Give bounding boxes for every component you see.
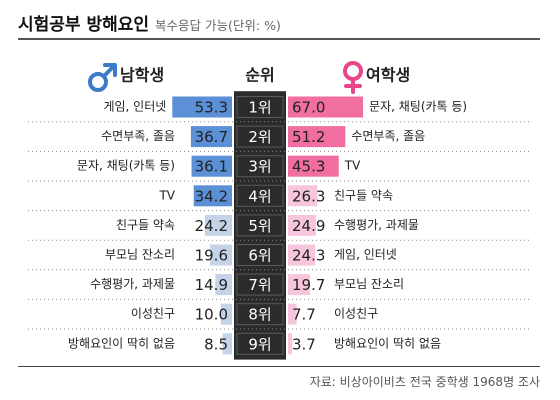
male-bar: [222, 333, 232, 355]
rank-label: 5위: [248, 217, 271, 235]
female-value-label: 24.3: [292, 247, 325, 265]
title-row: 시험공부 방해요인 복수응답 가능(단위: %): [18, 10, 281, 35]
rank-cell: [236, 184, 284, 207]
male-value-label: 10.0: [195, 306, 228, 324]
rank-label: 4위: [248, 187, 271, 205]
rank-cell: [236, 96, 284, 118]
rank-cell: [236, 214, 284, 237]
female-category-label: TV: [344, 159, 361, 173]
rank-label: 9위: [248, 335, 271, 353]
male-value-label: 14.9: [195, 276, 228, 294]
male-value-label: 8.5: [204, 335, 228, 353]
rank-header: 순위: [245, 66, 274, 85]
rank-cell: [236, 244, 284, 266]
male-bar: [191, 155, 232, 177]
female-value-label: 24.9: [292, 217, 325, 235]
male-symbol-shaft: [102, 64, 116, 78]
female-symbol-icon: [343, 61, 363, 94]
rank-label: 7위: [248, 276, 271, 294]
male-value-label: 34.2: [195, 187, 228, 205]
rank-column: [234, 91, 286, 360]
chart-title: 시험공부 방해요인: [18, 15, 150, 35]
male-bar: [215, 274, 232, 296]
female-category-label: 부모님 잔소리: [334, 277, 404, 291]
female-value-label: 51.2: [292, 128, 325, 146]
female-bar: [288, 244, 316, 266]
rank-label: 2위: [248, 128, 271, 146]
male-bar: [193, 185, 232, 207]
female-category-label: 게임, 인터넷: [334, 248, 397, 262]
bottom-rule: [18, 366, 540, 367]
male-category-label: 수행평가, 과제물: [90, 276, 175, 291]
male-value-label: 36.7: [195, 128, 228, 146]
female-category-label: 이성친구: [334, 307, 378, 321]
male-bar: [204, 214, 232, 236]
rank-label: 3위: [248, 158, 271, 176]
rank-cell: [236, 303, 284, 326]
female-value-label: 3.7: [292, 335, 316, 353]
rank-label: 6위: [248, 247, 271, 265]
male-value-label: 19.6: [195, 247, 228, 265]
male-category-label: 이성친구: [131, 307, 175, 321]
male-category-label: 문자, 채팅(카톡 등): [77, 159, 175, 173]
female-header: 여학생: [366, 66, 410, 85]
chart-subtitle: 복수응답 가능(단위: %): [155, 18, 281, 33]
male-value-label: 36.1: [195, 158, 228, 176]
male-category-label: 부모님 잔소리: [105, 248, 175, 262]
rank-cell: [236, 125, 284, 148]
female-bar: [288, 274, 311, 296]
female-value-label: 67.0: [292, 99, 325, 117]
male-symbol-icon: [88, 63, 117, 92]
female-value-label: 7.7: [292, 306, 316, 324]
female-bar: [288, 333, 293, 355]
male-symbol-circle: [88, 72, 108, 92]
female-symbol-circle: [343, 61, 363, 81]
male-category-label: 방해요인이 딱히 없음: [68, 336, 175, 350]
rank-cell: [236, 332, 284, 355]
male-category-label: 게임, 인터넷: [103, 100, 166, 114]
male-bar: [190, 126, 232, 148]
female-value-label: 26.3: [292, 187, 325, 205]
male-header: 남학생: [120, 66, 164, 85]
female-bar: [288, 214, 316, 236]
female-bar: [288, 155, 339, 177]
female-bar: [288, 303, 297, 325]
male-bar: [220, 303, 232, 325]
source-note: 자료: 비상아이비츠 전국 중학생 1968명 조사: [309, 375, 540, 389]
male-bar: [172, 96, 232, 118]
female-value-label: 45.3: [292, 158, 325, 176]
female-bar: [288, 185, 318, 207]
rank-label: 8위: [248, 306, 271, 324]
male-value-label: 24.2: [195, 217, 228, 235]
female-category-label: 방해요인이 딱히 없음: [334, 336, 441, 350]
rank-label: 1위: [248, 99, 271, 117]
male-value-label: 53.3: [195, 99, 228, 117]
female-category-label: 문자, 채팅(카톡 등): [369, 100, 467, 114]
male-category-label: 친구들 약속: [116, 217, 175, 232]
top-rule: [18, 38, 540, 40]
male-category-label: TV: [158, 188, 175, 202]
male-symbol-arrow: [103, 63, 117, 77]
female-bar: [288, 126, 346, 148]
rank-cell: [236, 273, 284, 296]
female-category-label: 수면부족, 졸음: [351, 129, 425, 143]
male-category-label: 수면부족, 졸음: [101, 129, 175, 143]
female-category-label: 수행평가, 과제물: [334, 217, 419, 232]
female-bar: [288, 96, 364, 118]
rank-cell: [236, 155, 284, 178]
female-value-label: 19.7: [292, 276, 325, 294]
male-bar: [210, 244, 232, 266]
female-category-label: 친구들 약속: [334, 187, 393, 202]
